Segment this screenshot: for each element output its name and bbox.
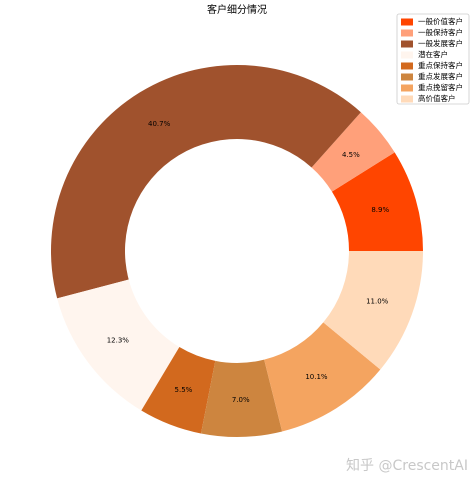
value-label: 4.5% xyxy=(342,151,360,159)
legend-swatch xyxy=(401,18,413,26)
watermark: 知乎 @CrescentAI xyxy=(346,457,468,474)
value-label: 10.1% xyxy=(305,373,328,381)
legend-label: 一般价值客户 xyxy=(418,16,463,26)
legend-swatch xyxy=(401,40,413,48)
donut-slice xyxy=(141,347,216,434)
legend-swatch xyxy=(401,51,413,59)
legend-label: 重点保持客户 xyxy=(418,60,463,70)
legend-label: 重点发展客户 xyxy=(418,71,463,81)
value-label: 5.5% xyxy=(175,386,193,394)
value-label: 8.9% xyxy=(371,206,389,214)
donut-slice xyxy=(50,65,361,299)
value-label: 7.0% xyxy=(232,396,250,404)
legend-swatch xyxy=(401,73,413,81)
legend-swatch xyxy=(401,29,413,37)
legend-label: 高价值客户 xyxy=(418,93,456,103)
legend-label: 一般发展客户 xyxy=(418,38,463,48)
legend-label: 重点挽留客户 xyxy=(418,82,463,92)
donut-slice xyxy=(331,152,423,251)
legend-box xyxy=(396,13,470,105)
value-label: 12.3% xyxy=(107,336,130,344)
value-label: 11.0% xyxy=(366,297,389,305)
legend-swatch xyxy=(401,95,413,103)
legend-label: 一般保持客户 xyxy=(418,27,463,37)
value-label: 40.7% xyxy=(148,120,171,128)
legend-label: 潜在客户 xyxy=(418,49,448,59)
donut-slice xyxy=(57,279,180,411)
donut-slice xyxy=(200,359,283,437)
donut-slice xyxy=(264,322,381,432)
donut-slice xyxy=(323,251,423,370)
legend-swatch xyxy=(401,62,413,70)
chart-title: 客户细分情况 xyxy=(207,3,267,16)
legend-swatch xyxy=(401,84,413,92)
donut-slice xyxy=(311,112,395,192)
